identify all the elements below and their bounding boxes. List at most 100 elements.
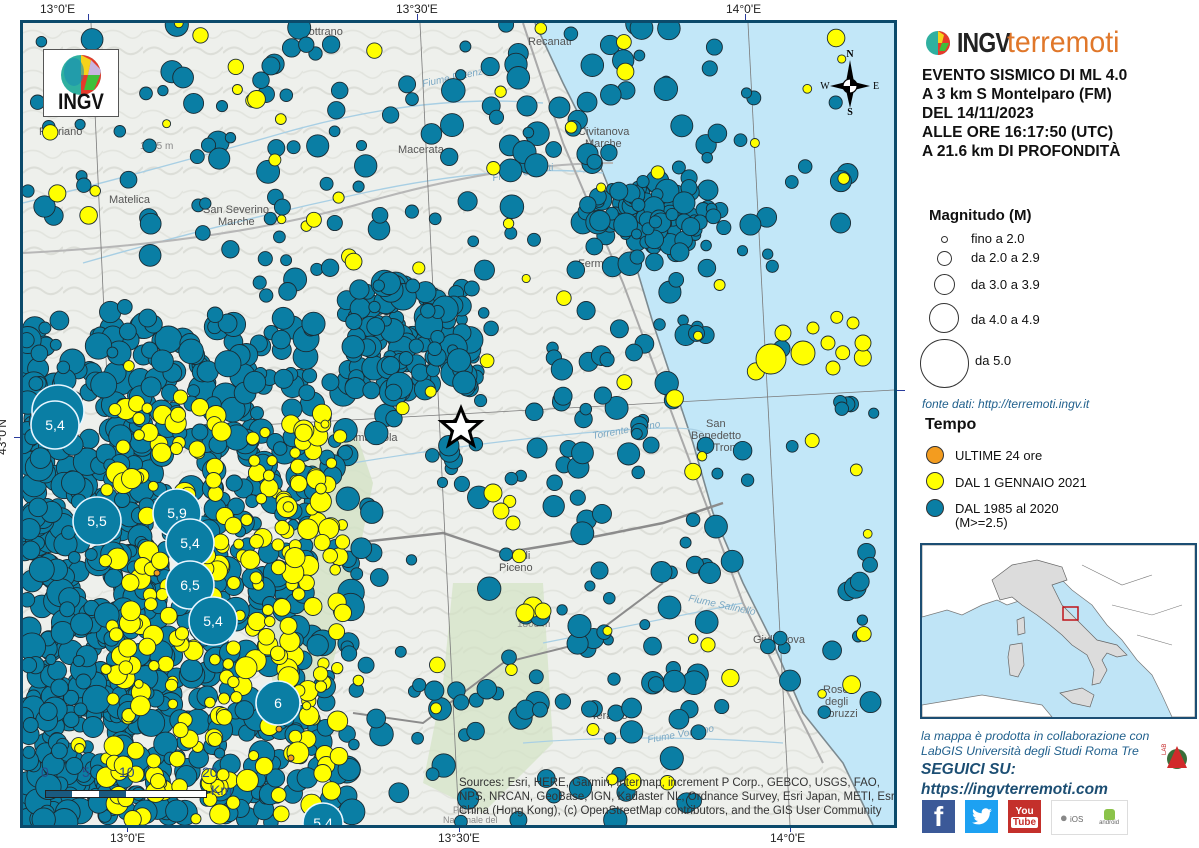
historic-major-event bbox=[255, 680, 301, 726]
place-label: Macerata bbox=[398, 144, 445, 156]
magnitude-label: da 2.0 a 2.9 bbox=[971, 250, 1040, 265]
time-label: DAL 1 GENNAIO 2021 bbox=[955, 475, 1087, 490]
mobile-apps[interactable]: ● iOS android bbox=[1051, 800, 1128, 835]
svg-text:LAB: LAB bbox=[1162, 744, 1168, 755]
map-canvas[interactable]: Filottrano Recanati Fabriano 1475 m Mace… bbox=[23, 23, 894, 825]
magnitude-legend-title: Magnitudo (M) bbox=[929, 207, 1032, 224]
globe-icon bbox=[61, 55, 101, 95]
left-tick-43-0: 43°0'N bbox=[0, 419, 9, 455]
recent-events-layer bbox=[42, 23, 873, 825]
collaboration-note: la mappa è prodotta in collaborazione co… bbox=[921, 729, 1149, 759]
place-label: Recanati bbox=[528, 36, 571, 48]
scale-label: 10 bbox=[119, 764, 135, 780]
magnitude-circle-icon bbox=[929, 303, 959, 333]
scale-label: 5 bbox=[82, 764, 90, 780]
historic-major-event bbox=[188, 596, 238, 646]
tick-mark bbox=[897, 390, 905, 391]
event-depth: A 21.6 km DI PROFONDITÀ bbox=[922, 143, 1121, 160]
tick-mark bbox=[417, 14, 418, 22]
historic-magnitude-label: 5,4 bbox=[203, 613, 223, 629]
place-label: Benedetto bbox=[691, 430, 741, 442]
android-icon[interactable]: android bbox=[1099, 809, 1119, 826]
time-label: ULTIME 24 ore bbox=[955, 448, 1043, 463]
seismic-map[interactable]: Filottrano Recanati Fabriano 1475 m Mace… bbox=[20, 20, 897, 828]
historic-magnitude-label: 5,4 bbox=[180, 535, 200, 551]
place-label: degli bbox=[825, 696, 848, 708]
top-tick-13-0: 13°0'E bbox=[40, 2, 76, 16]
bottom-tick-13-0: 13°0'E bbox=[110, 831, 146, 845]
ingv-logo: INGV bbox=[43, 49, 119, 117]
place-label: San bbox=[706, 418, 726, 430]
top-tick-13-30: 13°30'E bbox=[396, 2, 438, 16]
place-label: San Severino bbox=[203, 204, 269, 216]
historic-major-event bbox=[165, 560, 215, 610]
labgis-logo: LAB bbox=[1160, 738, 1190, 772]
tick-mark bbox=[127, 825, 128, 832]
historic-magnitude-label: 5,4 bbox=[45, 417, 65, 433]
follow-us-label: SEGUICI SU: bbox=[921, 761, 1016, 778]
brand-terremoti: terremoti bbox=[1007, 26, 1120, 59]
collab-line: la mappa è prodotta in collaborazione co… bbox=[921, 729, 1150, 743]
website-link[interactable]: https://ingvterremoti.com bbox=[921, 781, 1108, 798]
globe-icon bbox=[926, 31, 950, 55]
svg-text:W: W bbox=[820, 81, 830, 92]
apple-ios-icon[interactable]: ● iOS bbox=[1059, 810, 1084, 825]
collab-line: LabGIS Università degli Studi Roma Tre bbox=[921, 744, 1139, 758]
time-sublabel: (M>=2.5) bbox=[955, 515, 1008, 530]
data-source-link[interactable]: fonte dati: http://terremoti.ingv.it bbox=[922, 397, 1090, 411]
svg-text:N: N bbox=[846, 49, 854, 60]
historic-magnitude-label: 6,5 bbox=[180, 577, 200, 593]
map-sources-attribution: Sources: Esri, HERE, Garmin, Intermap, i… bbox=[459, 777, 897, 817]
magnitude-label: da 5.0 bbox=[975, 353, 1012, 368]
follow-us: SEGUICI SU: https://ingvterremoti.com bbox=[921, 760, 1108, 800]
time-label: DAL 1985 al 2020 bbox=[955, 501, 1059, 516]
event-date: DEL 14/11/2023 bbox=[922, 105, 1034, 122]
last-24h-dot-icon bbox=[926, 446, 944, 464]
tick-mark bbox=[745, 14, 746, 22]
place-label: Fermo bbox=[578, 258, 610, 270]
italy-inset-map bbox=[920, 543, 1197, 719]
scale-label: 20 bbox=[202, 764, 218, 780]
bottom-tick-14-0: 14°0'E bbox=[770, 831, 806, 845]
tick-mark bbox=[14, 437, 22, 438]
historic-large-events: 5,85,45,55,95,46,55,465,4 bbox=[30, 384, 344, 825]
magnitude-label: fino a 2.0 bbox=[971, 231, 1025, 246]
bottom-tick-13-30: 13°30'E bbox=[438, 831, 480, 845]
twitter-icon[interactable] bbox=[965, 800, 998, 833]
historic-major-event bbox=[302, 802, 344, 825]
tick-mark bbox=[459, 825, 460, 832]
place-label: Matelica bbox=[109, 194, 151, 206]
logo-text: INGV bbox=[58, 89, 104, 114]
historic-major-event bbox=[72, 496, 122, 546]
event-location: A 3 km S Montelparo (FM) bbox=[922, 86, 1112, 103]
brand-ingv: INGV bbox=[957, 27, 1011, 58]
historic-dot-icon bbox=[926, 499, 944, 517]
historic-magnitude-label: 5,9 bbox=[167, 505, 187, 521]
compass-rose-icon: N S W E bbox=[820, 47, 880, 118]
magnitude-circle-icon bbox=[934, 274, 955, 295]
magnitude-circle-icon bbox=[937, 251, 952, 266]
since-2021-dot-icon bbox=[926, 472, 944, 490]
scale-label: 0 bbox=[41, 764, 49, 780]
place-label: Parco bbox=[453, 805, 477, 815]
historic-magnitude-label: 5,4 bbox=[313, 815, 333, 825]
magnitude-circle-icon bbox=[941, 236, 948, 243]
historic-magnitude-label: 6 bbox=[274, 695, 282, 711]
place-label: Piceno bbox=[499, 562, 533, 574]
event-area-box bbox=[1062, 606, 1079, 621]
place-label: Nazionale del bbox=[443, 815, 498, 825]
social-links: f You Tube ● iOS android bbox=[922, 800, 1128, 835]
magnitude-label: da 3.0 a 3.9 bbox=[971, 277, 1040, 292]
tick-mark bbox=[88, 14, 89, 22]
youtube-icon[interactable]: You Tube bbox=[1008, 800, 1041, 833]
facebook-icon[interactable]: f bbox=[922, 800, 955, 833]
event-description: EVENTO SISMICO DI ML 4.0 A 3 km S Montel… bbox=[922, 66, 1127, 161]
ingv-terremoti-brand[interactable]: INGV terremoti bbox=[925, 26, 1126, 60]
historic-major-event bbox=[30, 400, 80, 450]
magnitude-label: da 4.0 a 4.9 bbox=[971, 312, 1040, 327]
svg-text:E: E bbox=[873, 81, 879, 92]
place-label: Marche bbox=[218, 216, 255, 228]
time-legend-title: Tempo bbox=[925, 416, 977, 433]
epicenter-star-icon bbox=[437, 404, 485, 449]
event-time: ALLE ORE 16:17:50 (UTC) bbox=[922, 124, 1114, 141]
